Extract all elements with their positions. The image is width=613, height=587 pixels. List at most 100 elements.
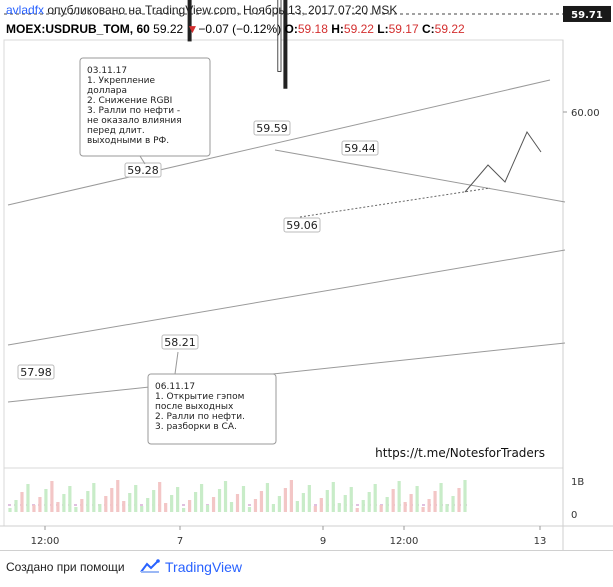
volume-bar bbox=[86, 491, 90, 512]
note-line: 1. Открытие гэпом bbox=[155, 392, 244, 402]
tradingview-brand-link[interactable]: TradingView bbox=[165, 559, 243, 575]
volume-bar bbox=[134, 485, 138, 512]
volume-bar bbox=[367, 492, 371, 512]
note-line: доллара bbox=[87, 86, 127, 96]
tradingview-logo-icon[interactable] bbox=[140, 559, 160, 580]
volume-bar bbox=[331, 482, 335, 512]
volume-bar bbox=[391, 489, 395, 512]
open-value: 59.18 bbox=[297, 22, 328, 36]
volume-bar bbox=[313, 506, 317, 512]
note-line: не оказало влияния bbox=[87, 116, 182, 126]
level-label: 59.44 bbox=[344, 142, 376, 155]
level-label: 59.59 bbox=[256, 122, 288, 135]
volume-bar bbox=[146, 498, 150, 512]
x-tick-label: 9 bbox=[320, 536, 326, 547]
note-callout bbox=[147, 373, 277, 445]
volume-bar bbox=[241, 486, 246, 512]
volume-bar bbox=[14, 500, 18, 512]
level-label-box bbox=[17, 364, 55, 380]
volume-bar bbox=[152, 490, 156, 512]
published-text: опубликовано на TradingView.com, Ноябрь … bbox=[47, 3, 398, 17]
volume-bar bbox=[158, 482, 162, 512]
level-label: 58.21 bbox=[164, 336, 196, 349]
candle-body bbox=[283, 0, 288, 89]
price-chart: 57.5058.0058.5059.0059.5060.0012:007912:… bbox=[0, 0, 613, 550]
volume-bar bbox=[307, 485, 311, 512]
note-line: 3. Ралли по нефти - bbox=[87, 106, 180, 116]
level-label-box bbox=[124, 162, 162, 178]
volume-bar bbox=[277, 496, 282, 512]
level-label-box bbox=[341, 140, 379, 156]
volume-bar bbox=[199, 484, 204, 512]
forecast-path bbox=[464, 130, 542, 193]
x-tick-label: 13 bbox=[534, 536, 547, 547]
volume-bar bbox=[349, 487, 353, 512]
level-label-box bbox=[253, 120, 291, 136]
volume-bar bbox=[80, 499, 84, 512]
volume-bar bbox=[74, 507, 78, 512]
last-price: 59.22 bbox=[153, 22, 184, 36]
volume-bar bbox=[164, 503, 168, 512]
candle-body bbox=[277, 0, 282, 72]
volume-bar bbox=[32, 505, 36, 512]
level-label: 59.06 bbox=[286, 219, 318, 232]
price-change: −0.07 (−0.12%) bbox=[198, 22, 282, 36]
volume-bar bbox=[439, 483, 443, 512]
wedge-lower-line bbox=[299, 187, 491, 218]
volume-bar bbox=[379, 505, 383, 512]
volume-bar bbox=[104, 496, 108, 512]
volume-bar bbox=[176, 487, 180, 512]
volume-bar bbox=[116, 480, 120, 512]
volume-bar bbox=[421, 507, 425, 512]
volume-bar bbox=[325, 490, 329, 512]
note-line: 06.11.17 bbox=[155, 382, 195, 392]
volume-bar bbox=[128, 493, 132, 512]
volume-bar bbox=[62, 494, 66, 512]
author-name[interactable]: avladfx bbox=[6, 3, 45, 17]
channel-trendline bbox=[7, 342, 566, 403]
volume-bar bbox=[205, 505, 210, 512]
note-line: выходными в РФ. bbox=[87, 136, 169, 146]
volume-bar bbox=[319, 498, 323, 512]
note-line: перед длит. bbox=[87, 126, 145, 136]
volume-bar bbox=[26, 484, 30, 512]
volume-bar bbox=[463, 480, 467, 512]
volume-bar bbox=[361, 500, 365, 512]
volume-bar bbox=[50, 481, 54, 512]
volume-bar bbox=[122, 501, 126, 512]
volume-tick-label: 1B bbox=[571, 477, 584, 488]
volume-bar bbox=[409, 494, 413, 512]
publication-line: avladfx опубликовано на TradingView.com,… bbox=[6, 3, 397, 17]
volume-bar bbox=[283, 488, 287, 512]
volume-bar bbox=[289, 480, 293, 512]
level-label-box bbox=[283, 217, 321, 233]
volume-bar bbox=[98, 504, 102, 512]
volume-bar bbox=[140, 506, 144, 512]
level-label-box bbox=[161, 334, 199, 350]
level-label: 57.98 bbox=[20, 366, 52, 379]
volume-bar bbox=[44, 489, 48, 512]
high-label: H: bbox=[331, 22, 344, 36]
volume-bar bbox=[182, 508, 186, 512]
low-label: L: bbox=[377, 22, 389, 36]
volume-bar bbox=[92, 483, 96, 512]
volume-bar bbox=[38, 497, 42, 512]
volume-bar bbox=[343, 495, 347, 512]
note-line: после выходных bbox=[155, 402, 234, 412]
note-line: 1. Укрепление bbox=[87, 76, 156, 86]
note-line: 03.11.17 bbox=[87, 66, 127, 76]
note-line: 3. разборки в СА. bbox=[155, 422, 237, 432]
close-value: 59.22 bbox=[434, 22, 465, 36]
change-arrow-icon: ▼ bbox=[186, 22, 199, 36]
volume-bar bbox=[229, 502, 234, 512]
volume-bar bbox=[457, 488, 461, 512]
watermark-link: https://t.me/NotesforTraders bbox=[375, 446, 545, 460]
symbol-name: MOEX:USDRUB_TOM, 60 bbox=[6, 22, 150, 36]
channel-trendline bbox=[7, 79, 551, 206]
volume-bar bbox=[247, 507, 252, 512]
high-value: 59.22 bbox=[343, 22, 374, 36]
volume-bar bbox=[445, 504, 449, 512]
footer: Создано при помощи TradingView bbox=[0, 550, 613, 587]
volume-bar bbox=[403, 502, 407, 512]
volume-tick-label: 0 bbox=[571, 510, 577, 521]
